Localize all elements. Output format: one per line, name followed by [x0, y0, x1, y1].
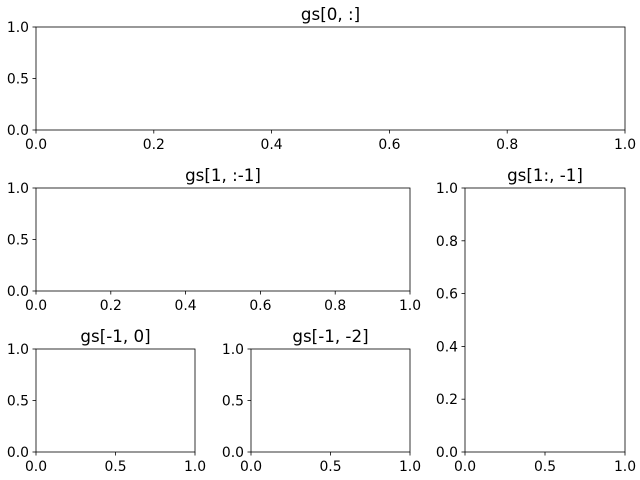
- y-tick-label: 1.0: [436, 181, 458, 197]
- y-tick-label: 0.4: [436, 339, 458, 355]
- x-tick-label: 0.5: [104, 459, 126, 475]
- x-tick-label: 0.0: [454, 459, 476, 475]
- y-tick-label: 0.6: [436, 287, 458, 303]
- axes-frame: [464, 187, 626, 453]
- x-tick-label: 0.0: [25, 459, 47, 475]
- axes-title: gs[1:, -1]: [507, 165, 583, 185]
- x-tick-label: 0.6: [249, 298, 271, 314]
- y-tick-label: 0.0: [436, 445, 458, 461]
- axes-title: gs[0, :]: [301, 4, 360, 24]
- x-tick-label: 0.0: [25, 137, 47, 153]
- x-tick-label: 1.0: [614, 137, 636, 153]
- y-tick-label: 0.0: [7, 123, 29, 139]
- x-tick-label: 0.2: [100, 298, 122, 314]
- axes-frame: [35, 348, 196, 453]
- x-tick-label: 0.4: [261, 137, 283, 153]
- axes-frame: [250, 348, 411, 453]
- axes-title: gs[1, :-1]: [185, 165, 261, 185]
- y-tick-label: 1.0: [7, 20, 29, 36]
- axes-0: gs[0, :] 0.0 0.2 0.4 0.6 0.8 1.0 0.0 0.5 1.0: [7, 4, 636, 153]
- x-tick-label: 1.0: [399, 298, 421, 314]
- y-tick-label: 1.0: [222, 342, 244, 358]
- y-tick-label: 0.5: [7, 394, 29, 410]
- y-tick-label: 0.0: [7, 284, 29, 300]
- x-tick-label: 0.5: [534, 459, 556, 475]
- y-tick-label: 0.8: [436, 234, 458, 250]
- x-tick-label: 0.2: [143, 137, 165, 153]
- x-tick-label: 0.8: [496, 137, 518, 153]
- axes-title: gs[-1, 0]: [80, 326, 150, 346]
- x-tick-label: 0.5: [319, 459, 341, 475]
- x-tick-label: 0.0: [25, 298, 47, 314]
- y-tick-label: 0.0: [7, 445, 29, 461]
- axes-1: gs[1, :-1] 0.0 0.2 0.4 0.6 0.8 1.0 0.0 0.5 1.0: [7, 165, 421, 314]
- x-tick-label: 0.4: [175, 298, 197, 314]
- y-tick-label: 0.2: [436, 392, 458, 408]
- axes-frame: [35, 187, 411, 292]
- x-tick-label: 0.6: [378, 137, 400, 153]
- y-tick-label: 0.5: [7, 72, 29, 88]
- x-tick-label: 1.0: [614, 459, 636, 475]
- x-tick-label: 1.0: [184, 459, 206, 475]
- y-tick-label: 0.5: [222, 394, 244, 410]
- axes-frame: [35, 26, 626, 131]
- axes-3: gs[-1, 0] 0.0 0.5 1.0 0.0 0.5 1.0: [7, 326, 206, 475]
- axes-2: gs[1:, -1] 0.0 0.5 1.0 0.0 0.2 0.4 0.6 0.8 1.0: [436, 165, 636, 475]
- x-tick-label: 0.8: [324, 298, 346, 314]
- axes-4: gs[-1, -2] 0.0 0.5 1.0 0.0 0.5 1.0: [222, 326, 421, 475]
- y-tick-label: 1.0: [7, 181, 29, 197]
- y-tick-label: 0.5: [7, 233, 29, 249]
- y-tick-label: 0.0: [222, 445, 244, 461]
- x-tick-label: 0.0: [240, 459, 262, 475]
- axes-title: gs[-1, -2]: [292, 326, 368, 346]
- y-tick-label: 1.0: [7, 342, 29, 358]
- x-tick-label: 1.0: [399, 459, 421, 475]
